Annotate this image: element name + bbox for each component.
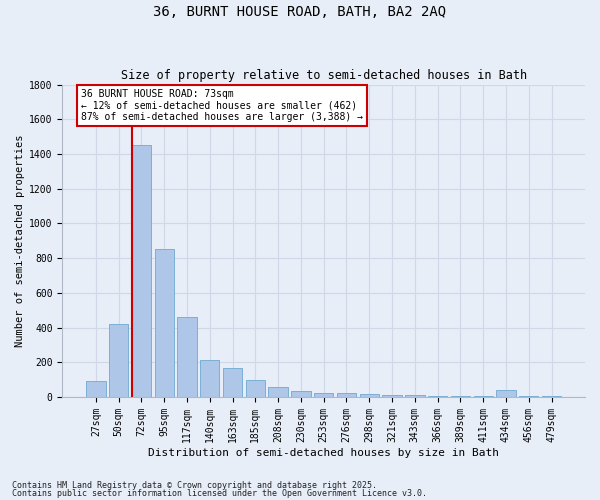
Bar (359, 394, 379, 397)
Bar (245, 380, 265, 397)
Bar (291, 391, 311, 397)
Bar (109, 324, 128, 397)
Text: 36 BURNT HOUSE ROAD: 73sqm
← 12% of semi-detached houses are smaller (462)
87% o: 36 BURNT HOUSE ROAD: 73sqm ← 12% of semi… (80, 89, 362, 122)
Bar (314, 392, 334, 397)
Bar (132, 146, 151, 397)
Y-axis label: Number of semi-detached properties: Number of semi-detached properties (15, 134, 25, 347)
Bar (177, 317, 197, 397)
Bar (428, 396, 448, 397)
Bar (155, 250, 174, 397)
Bar (223, 368, 242, 397)
Title: Size of property relative to semi-detached houses in Bath: Size of property relative to semi-detach… (121, 69, 527, 82)
Bar (519, 396, 538, 397)
Text: 36, BURNT HOUSE ROAD, BATH, BA2 2AQ: 36, BURNT HOUSE ROAD, BATH, BA2 2AQ (154, 5, 446, 19)
Bar (542, 396, 561, 397)
X-axis label: Distribution of semi-detached houses by size in Bath: Distribution of semi-detached houses by … (148, 448, 499, 458)
Bar (337, 392, 356, 397)
Bar (268, 386, 288, 397)
Bar (200, 360, 220, 397)
Bar (496, 390, 515, 397)
Bar (405, 395, 425, 397)
Bar (473, 396, 493, 397)
Text: Contains public sector information licensed under the Open Government Licence v3: Contains public sector information licen… (12, 488, 427, 498)
Bar (86, 382, 106, 397)
Text: Contains HM Land Registry data © Crown copyright and database right 2025.: Contains HM Land Registry data © Crown c… (12, 481, 377, 490)
Bar (382, 395, 402, 397)
Bar (451, 396, 470, 397)
